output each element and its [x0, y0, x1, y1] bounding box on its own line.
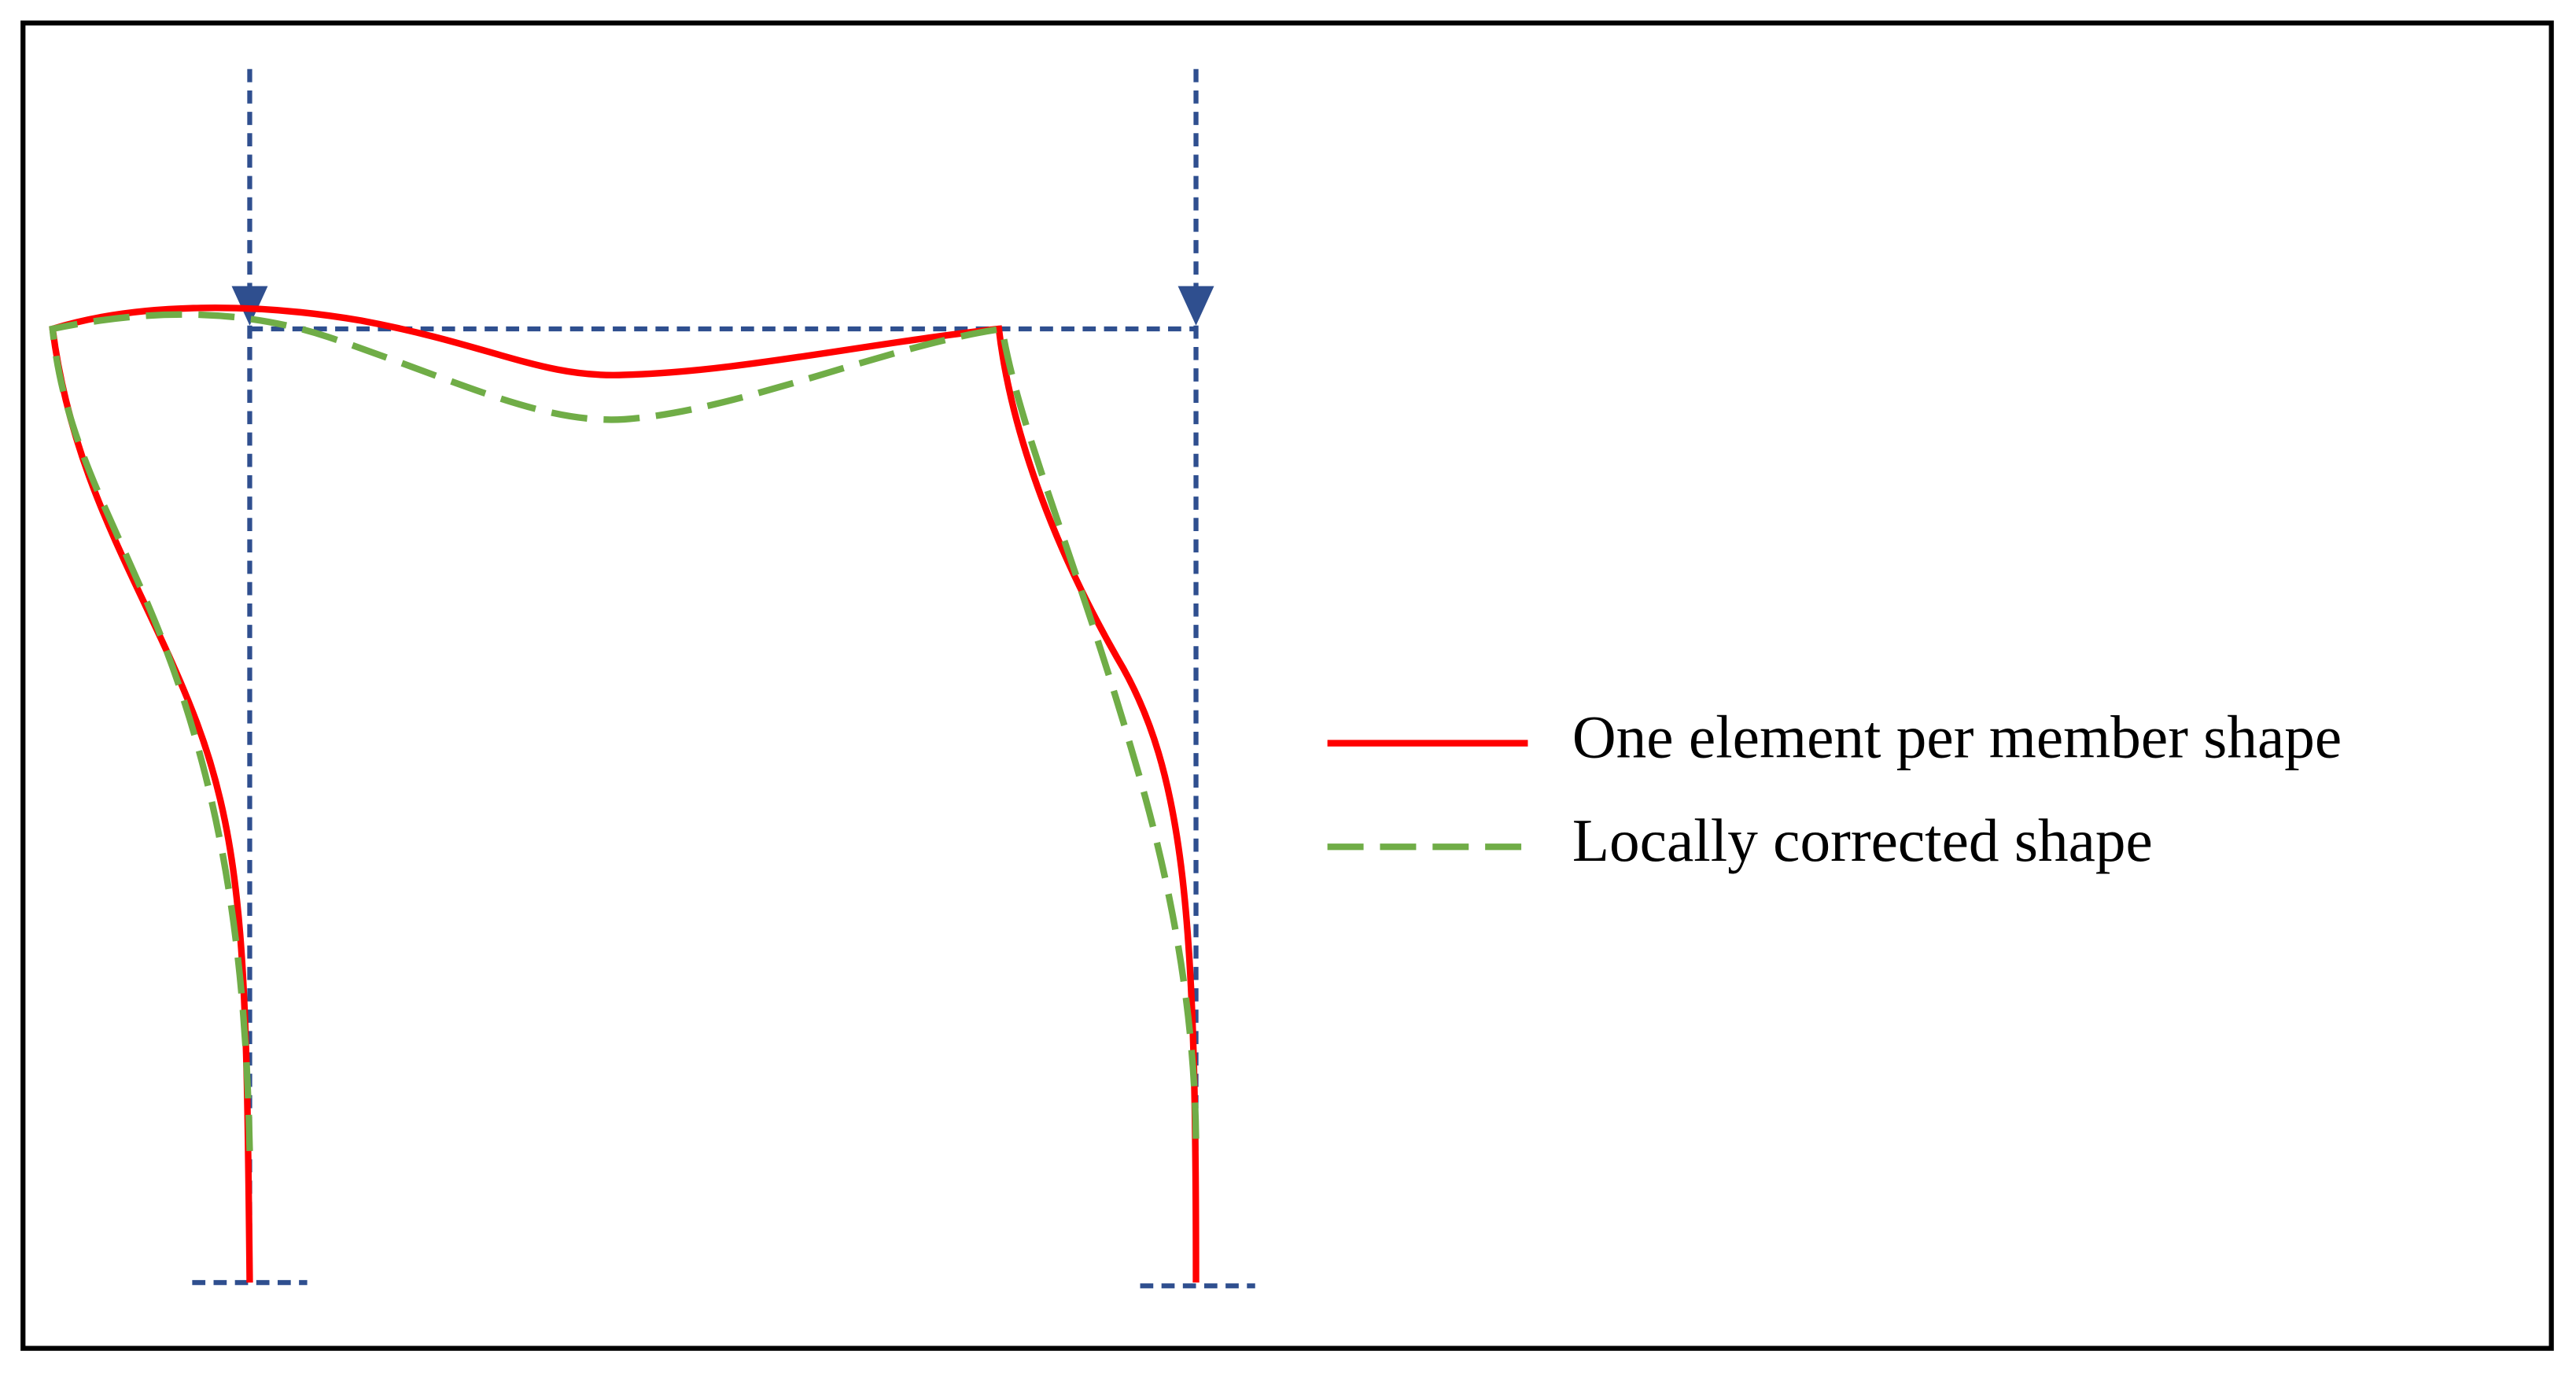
locally-corrected-shape: [49, 311, 1200, 1151]
border: [20, 20, 2554, 1351]
legend-label: Locally corrected shape: [1572, 806, 2153, 874]
legend-label: One element per member shape: [1572, 703, 2342, 770]
arrowhead: [1177, 286, 1214, 326]
one-element-shape: [49, 304, 1200, 1283]
